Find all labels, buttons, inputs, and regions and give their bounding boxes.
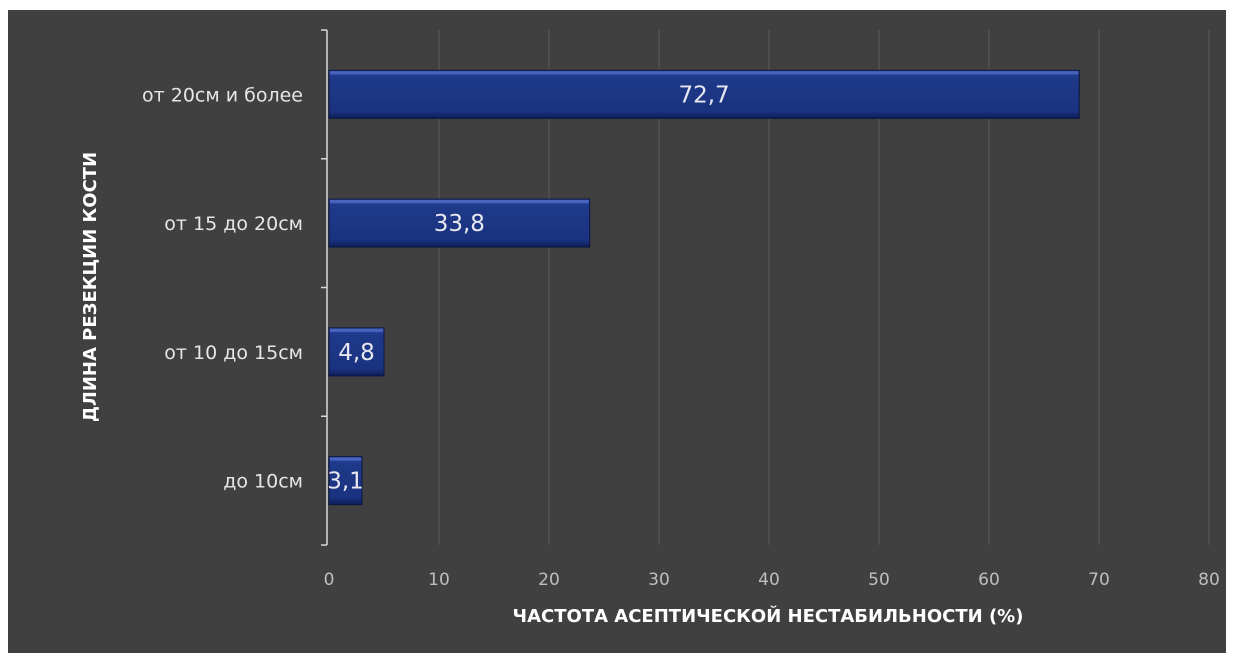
- data-label: 33,8: [434, 211, 485, 237]
- bar: [328, 327, 385, 377]
- x-tick-label: 40: [758, 570, 780, 590]
- y-category-label: до 10см: [223, 471, 303, 493]
- bar: [328, 456, 363, 506]
- data-label: 72,7: [678, 82, 729, 108]
- data-label: 4,8: [338, 340, 375, 366]
- bar-highlight: [330, 457, 361, 461]
- labels: 0 10 20 30 40 50 60 70 80 до 10см 3,1 от 10 до 15см…: [142, 82, 1220, 590]
- x-tick-label: 70: [1088, 570, 1110, 590]
- x-tick-label: 80: [1198, 570, 1220, 590]
- y-category-label: от 20см и более: [142, 84, 303, 106]
- bar-highlight: [330, 200, 589, 204]
- axes: [321, 29, 328, 546]
- y-category-label: от 10 до 15см: [164, 342, 303, 364]
- y-category-label: от 15 до 20см: [164, 213, 303, 235]
- bar-highlight: [330, 328, 383, 332]
- x-tick-label: 20: [538, 570, 560, 590]
- bar: [328, 69, 1080, 119]
- x-tick-label: 10: [428, 570, 450, 590]
- data-label: 3,1: [327, 469, 364, 495]
- bar: [328, 198, 591, 248]
- y-axis-title: ДЛИНА РЕЗЕКЦИИ КОСТИ: [80, 152, 101, 422]
- x-tick-label: 50: [868, 570, 890, 590]
- x-tick-label: 30: [648, 570, 670, 590]
- x-axis-title: ЧАСТОТА АСЕПТИЧЕСКОЙ НЕСТАБИЛЬНОСТИ (%): [513, 605, 1024, 627]
- x-tick-label: 60: [978, 570, 1000, 590]
- x-tick-label: 0: [324, 570, 335, 590]
- bars: [328, 69, 1080, 506]
- bar-highlight: [330, 71, 1079, 75]
